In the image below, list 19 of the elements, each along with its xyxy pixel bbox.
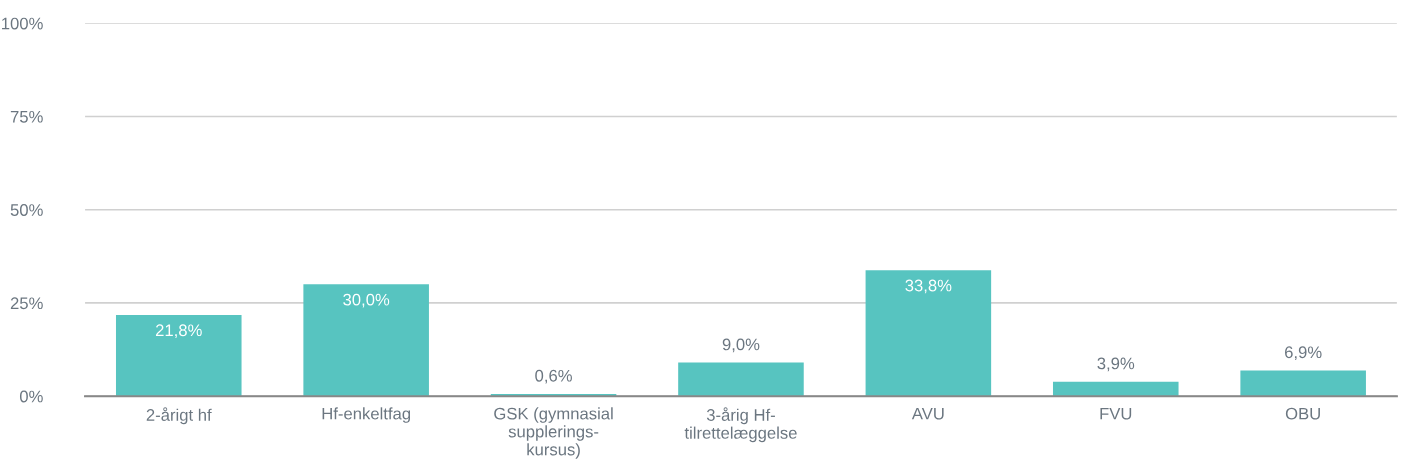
x-tick-label: 2-årigt hf [146,407,212,425]
x-tick-label: FVU [1100,407,1132,420]
x-tick-label: GSK (gymnasial supplerings- kursus) [494,407,613,459]
data-label: 21,8% [155,324,202,339]
y-tick-label: 100% [2,17,43,30]
data-label: 33,8% [905,279,952,294]
y-tick-label: 75% [10,110,43,123]
y-tick-label: 25% [10,297,43,310]
data-label: 6,9% [1285,346,1322,361]
x-tick-label: Hf-enkeltfag [322,407,411,423]
data-label: 30,0% [343,293,390,308]
x-tick-label: 3-årig Hf- tilrettelæggelse [684,407,797,443]
data-label: 0,6% [535,369,572,384]
x-tick-label: AVU [911,407,944,420]
data-label: 9,0% [722,338,760,353]
x-tick-label: OBU [1285,407,1320,420]
y-tick-label: 0% [19,390,43,403]
data-label: 3,9% [1097,357,1135,372]
y-tick-label: 50% [10,204,43,216]
